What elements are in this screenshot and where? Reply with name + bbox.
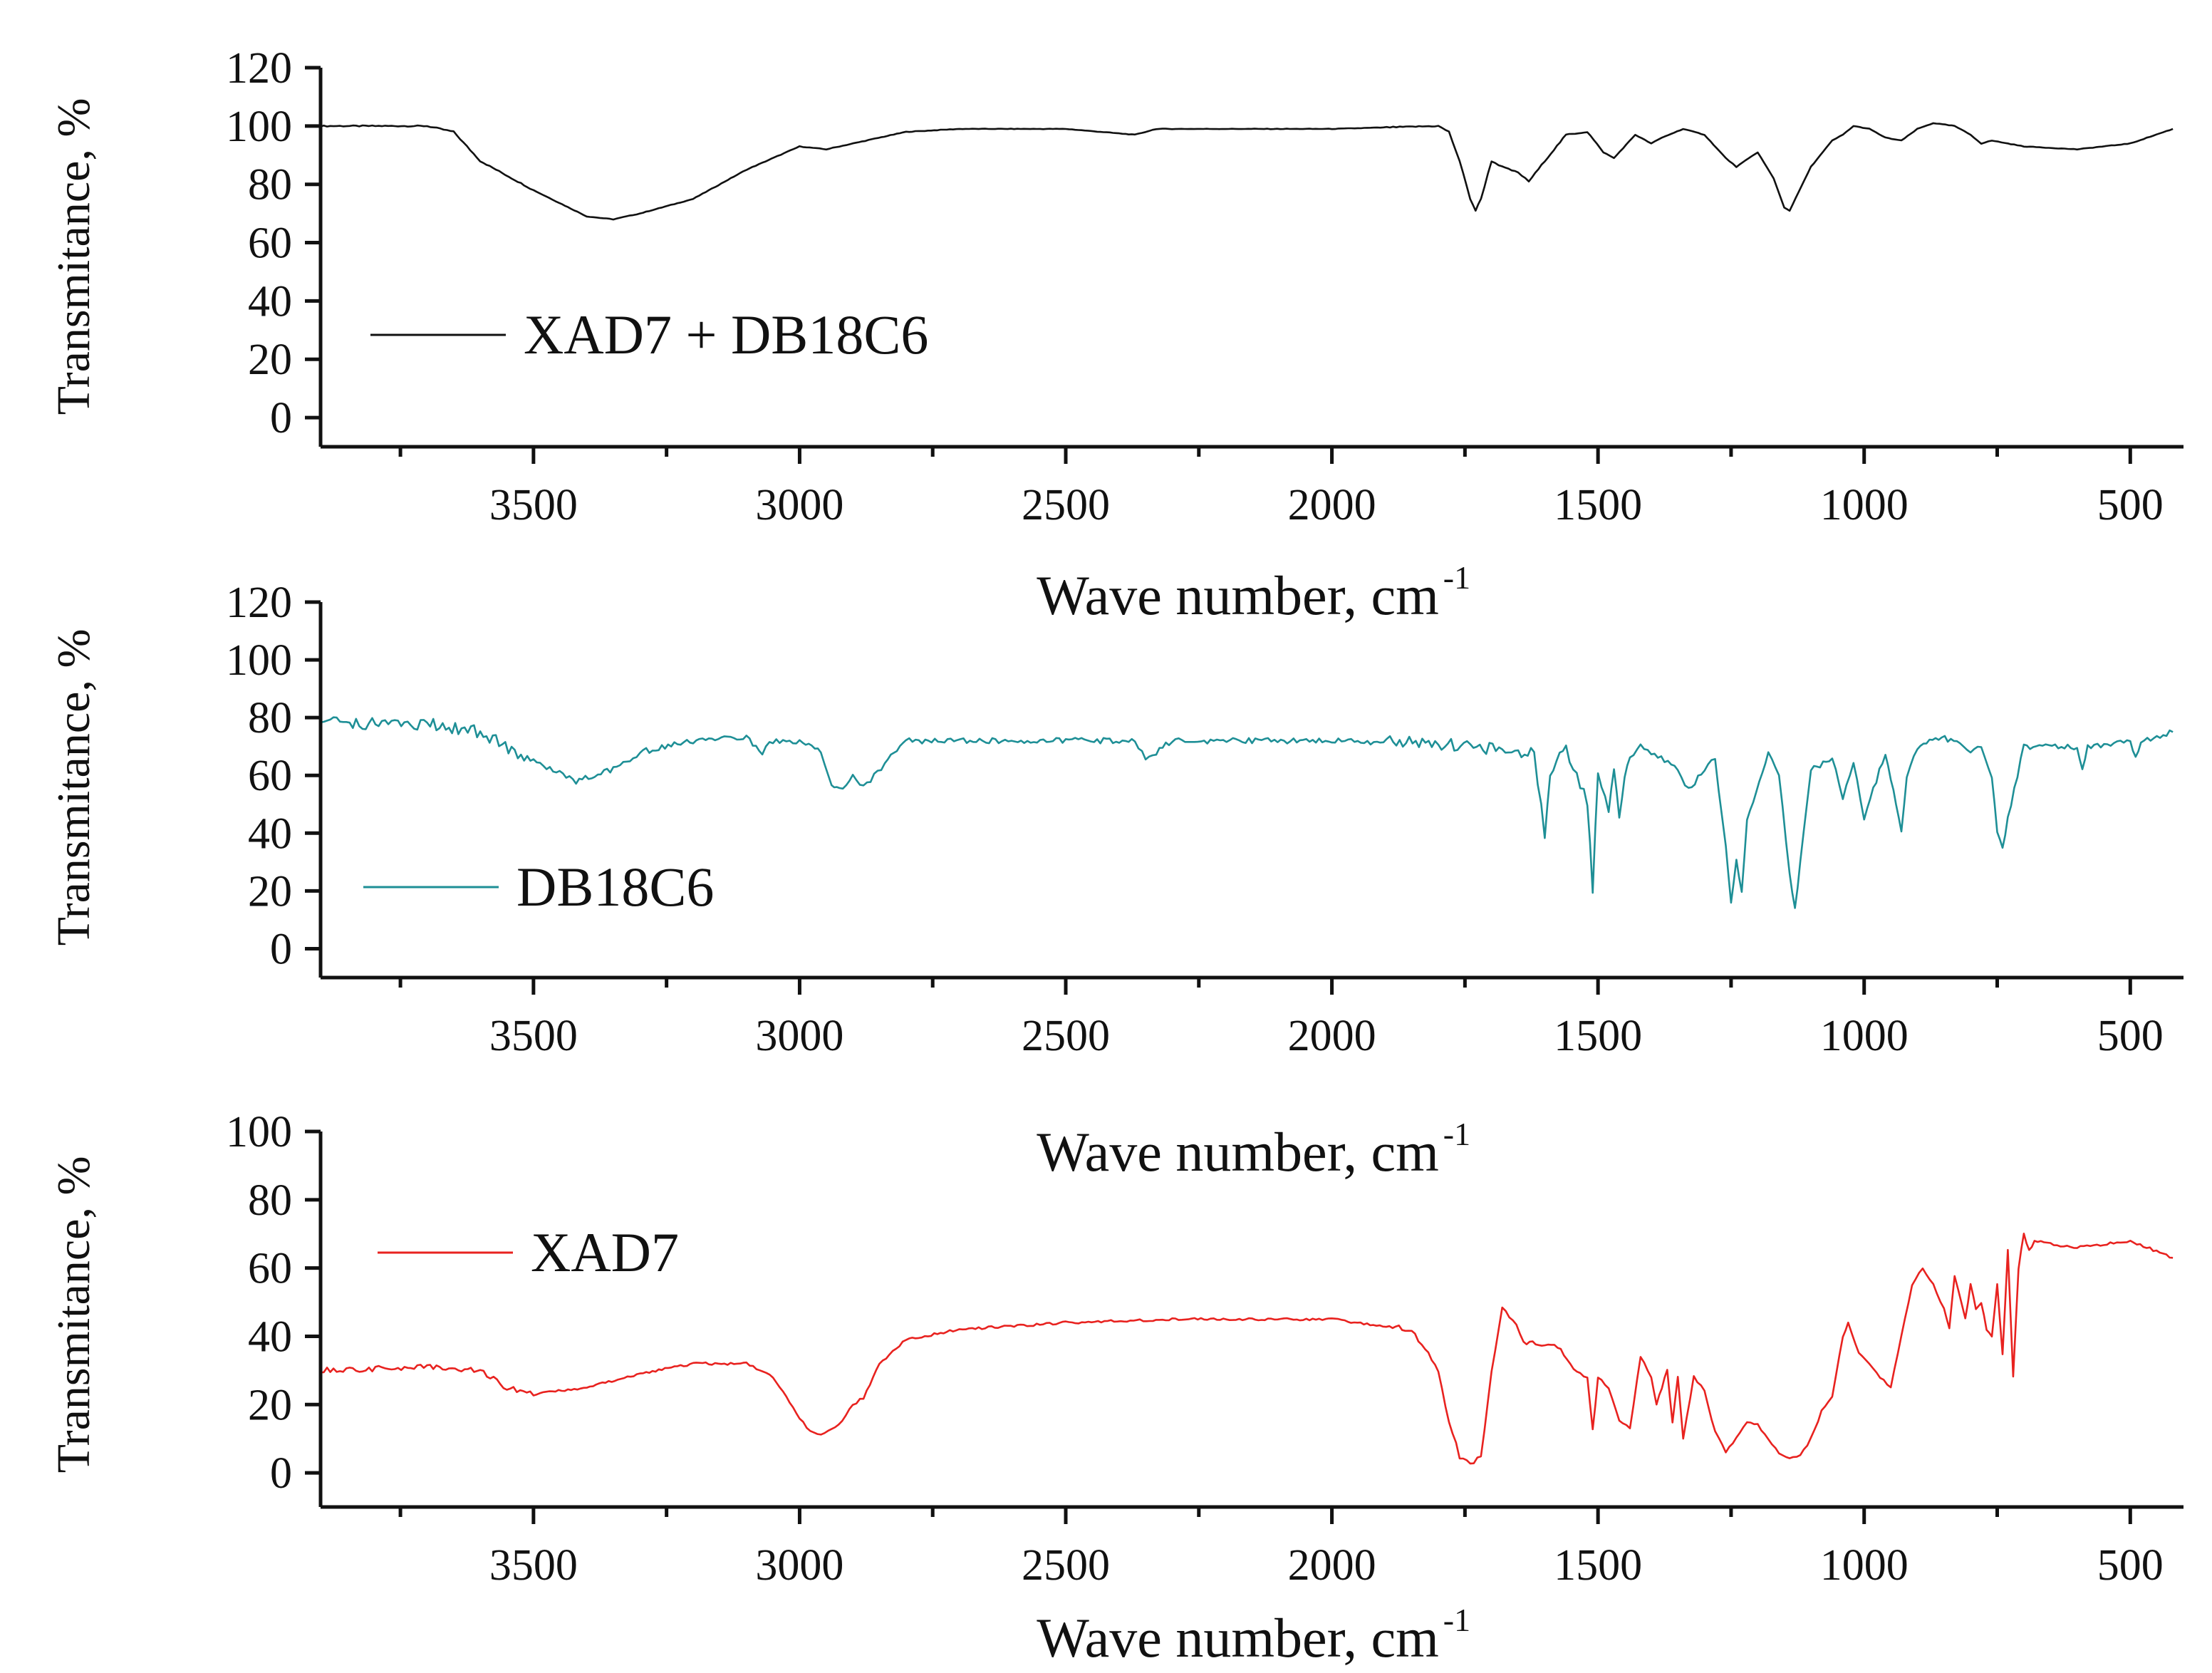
y-tick-label: 80 [248, 694, 292, 742]
y-tick-label: 60 [248, 219, 292, 268]
y-tick-label: 120 [226, 579, 292, 627]
x-axis-title-superscript: -1 [1443, 1602, 1470, 1638]
y-tick-label: 40 [248, 809, 292, 858]
panel-db18c6: 0 20 40 60 80 100 120 3500 3000 2500 2000 1500 1000 5… [48, 579, 2184, 1183]
y-tick-label: 80 [248, 1176, 292, 1225]
x-tick-label: 3500 [489, 1541, 578, 1590]
legend-label: XAD7 + DB18C6 [524, 304, 928, 366]
x-tick-label: 3500 [489, 481, 578, 529]
legend-label: DB18C6 [516, 856, 714, 918]
y-tick-label: 0 [270, 1449, 292, 1498]
x-tick-label: 2000 [1288, 481, 1376, 529]
x-axis-title: Wave number, cm [1037, 1121, 1439, 1183]
x-tick-label: 2500 [1022, 481, 1110, 529]
y-tick-label: 100 [226, 103, 292, 151]
x-axis-title: Wave number, cm [1037, 1607, 1439, 1669]
x-tick-label: 1500 [1554, 1541, 1642, 1590]
x-tick-label: 500 [2097, 1012, 2164, 1060]
y-tick-label: 40 [248, 277, 292, 326]
y-axis-title: Transmitance, % [48, 98, 100, 415]
y-tick-label: 0 [270, 394, 292, 442]
x-tick-label: 2000 [1288, 1012, 1376, 1060]
y-tick-label: 60 [248, 752, 292, 800]
y-tick-label: 100 [226, 636, 292, 685]
y-tick-label: 60 [248, 1245, 292, 1293]
x-tick-label: 2500 [1022, 1541, 1110, 1590]
x-tick-label: 2500 [1022, 1012, 1110, 1060]
y-tick-label: 100 [226, 1108, 292, 1156]
x-tick-label: 1000 [1820, 481, 1909, 529]
x-tick-label: 2000 [1288, 1541, 1376, 1590]
y-tick-label: 120 [226, 44, 292, 93]
x-axis-title-superscript: -1 [1443, 1116, 1470, 1152]
x-tick-label: 1000 [1820, 1012, 1909, 1060]
x-tick-label: 1500 [1554, 1012, 1642, 1060]
x-tick-label: 500 [2097, 1541, 2164, 1590]
y-tick-label: 0 [270, 925, 292, 973]
x-tick-label: 3000 [755, 481, 843, 529]
x-tick-label: 1500 [1554, 481, 1642, 529]
x-tick-label: 3000 [755, 1012, 843, 1060]
y-tick-label: 40 [248, 1312, 292, 1361]
series-line-2 [320, 1233, 2174, 1465]
x-tick-label: 3500 [489, 1012, 578, 1060]
x-tick-label: 1000 [1820, 1541, 1909, 1590]
series-line-1 [320, 716, 2174, 909]
panel-xad7-db18c6: 0 20 40 60 80 100 120 3500 3000 2500 2000 1500 1000 5… [48, 44, 2184, 626]
legend-label: XAD7 [531, 1221, 679, 1283]
x-tick-label: 3000 [755, 1541, 843, 1590]
x-axis-title-superscript: -1 [1443, 559, 1470, 596]
x-tick-label: 500 [2097, 481, 2164, 529]
y-tick-label: 20 [248, 867, 292, 916]
x-axis-title: Wave number, cm [1037, 564, 1439, 626]
y-axis-title: Transmitance, % [48, 629, 100, 946]
y-tick-label: 20 [248, 336, 292, 384]
y-axis-title: Transmitance, % [48, 1156, 100, 1473]
panel-xad7: 0 20 40 60 80 100 3500 3000 2500 2000 1500 1000 500 T… [48, 1108, 2184, 1669]
y-tick-label: 80 [248, 161, 292, 209]
y-tick-label: 20 [248, 1381, 292, 1429]
series-line-0 [320, 122, 2174, 221]
